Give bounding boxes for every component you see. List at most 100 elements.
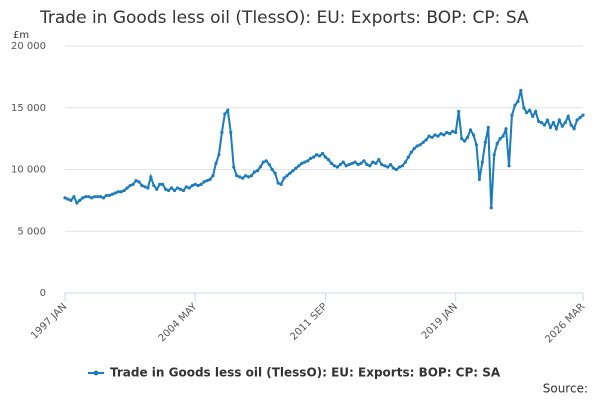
point (457, 109, 461, 114)
point (90, 196, 94, 200)
point (93, 195, 97, 199)
point (560, 124, 564, 128)
point (273, 171, 277, 175)
point (297, 164, 301, 168)
point (134, 179, 138, 183)
point (525, 111, 529, 115)
point (300, 161, 304, 165)
point (415, 144, 419, 148)
point (184, 185, 188, 189)
point (63, 196, 67, 200)
point (350, 161, 354, 165)
point (196, 183, 200, 188)
point (377, 158, 381, 162)
point (190, 183, 194, 188)
point (211, 174, 215, 178)
point (140, 183, 144, 188)
point (131, 182, 135, 186)
point (326, 158, 331, 162)
point (81, 196, 85, 200)
point (545, 118, 550, 122)
point (409, 150, 413, 154)
point (412, 146, 416, 151)
y-tick-label: 15 000 (11, 103, 46, 114)
point (285, 174, 289, 178)
point (501, 134, 505, 138)
point (249, 174, 254, 178)
point (72, 195, 76, 199)
point (335, 165, 339, 169)
point (477, 177, 481, 181)
legend-marker (93, 370, 99, 376)
point (468, 128, 473, 132)
point (554, 127, 558, 131)
point (149, 175, 153, 179)
point (391, 166, 396, 170)
point (421, 140, 425, 144)
point (486, 125, 490, 130)
point (427, 134, 431, 138)
point (220, 130, 224, 135)
x-tick-label: 2011 SEP (288, 301, 329, 342)
point (146, 186, 150, 190)
point (329, 161, 333, 165)
y-tick-label: 20 000 (11, 41, 46, 52)
point (208, 177, 212, 181)
point (465, 135, 470, 139)
point (320, 151, 325, 156)
point (359, 161, 363, 165)
point (258, 165, 262, 169)
point (498, 137, 502, 141)
point (386, 165, 390, 169)
point (463, 139, 467, 143)
point (566, 114, 570, 118)
y-tick-label: 10 000 (11, 165, 46, 176)
point (323, 155, 328, 159)
point (84, 195, 88, 199)
point (365, 162, 369, 167)
point (193, 182, 197, 186)
point (542, 123, 547, 127)
point (471, 133, 476, 137)
point (528, 108, 532, 112)
point (98, 195, 103, 199)
point (510, 113, 514, 117)
point (519, 88, 523, 93)
point (107, 193, 111, 198)
point (155, 187, 159, 191)
point (492, 153, 496, 157)
y-tick-label: 5 000 (17, 226, 46, 237)
point (181, 188, 185, 193)
point (167, 188, 171, 193)
point (113, 191, 117, 195)
point (347, 162, 351, 167)
point (205, 179, 209, 183)
point (309, 156, 313, 160)
point (557, 118, 561, 122)
point (569, 123, 573, 127)
point (504, 127, 508, 131)
point (362, 159, 366, 163)
point (116, 190, 120, 194)
point (75, 201, 79, 205)
point (341, 160, 345, 164)
point (338, 162, 342, 167)
point (344, 164, 348, 168)
point (87, 195, 91, 199)
point (158, 182, 162, 186)
point (122, 188, 126, 193)
point (356, 162, 360, 167)
point (238, 175, 242, 179)
point (394, 167, 399, 172)
point (104, 193, 109, 198)
point (374, 161, 378, 165)
point (332, 164, 336, 168)
point (474, 143, 479, 147)
point (235, 174, 239, 178)
point (270, 167, 274, 172)
point (199, 182, 203, 186)
point (539, 120, 544, 125)
point (483, 140, 487, 144)
point (264, 159, 268, 163)
point (513, 103, 517, 107)
